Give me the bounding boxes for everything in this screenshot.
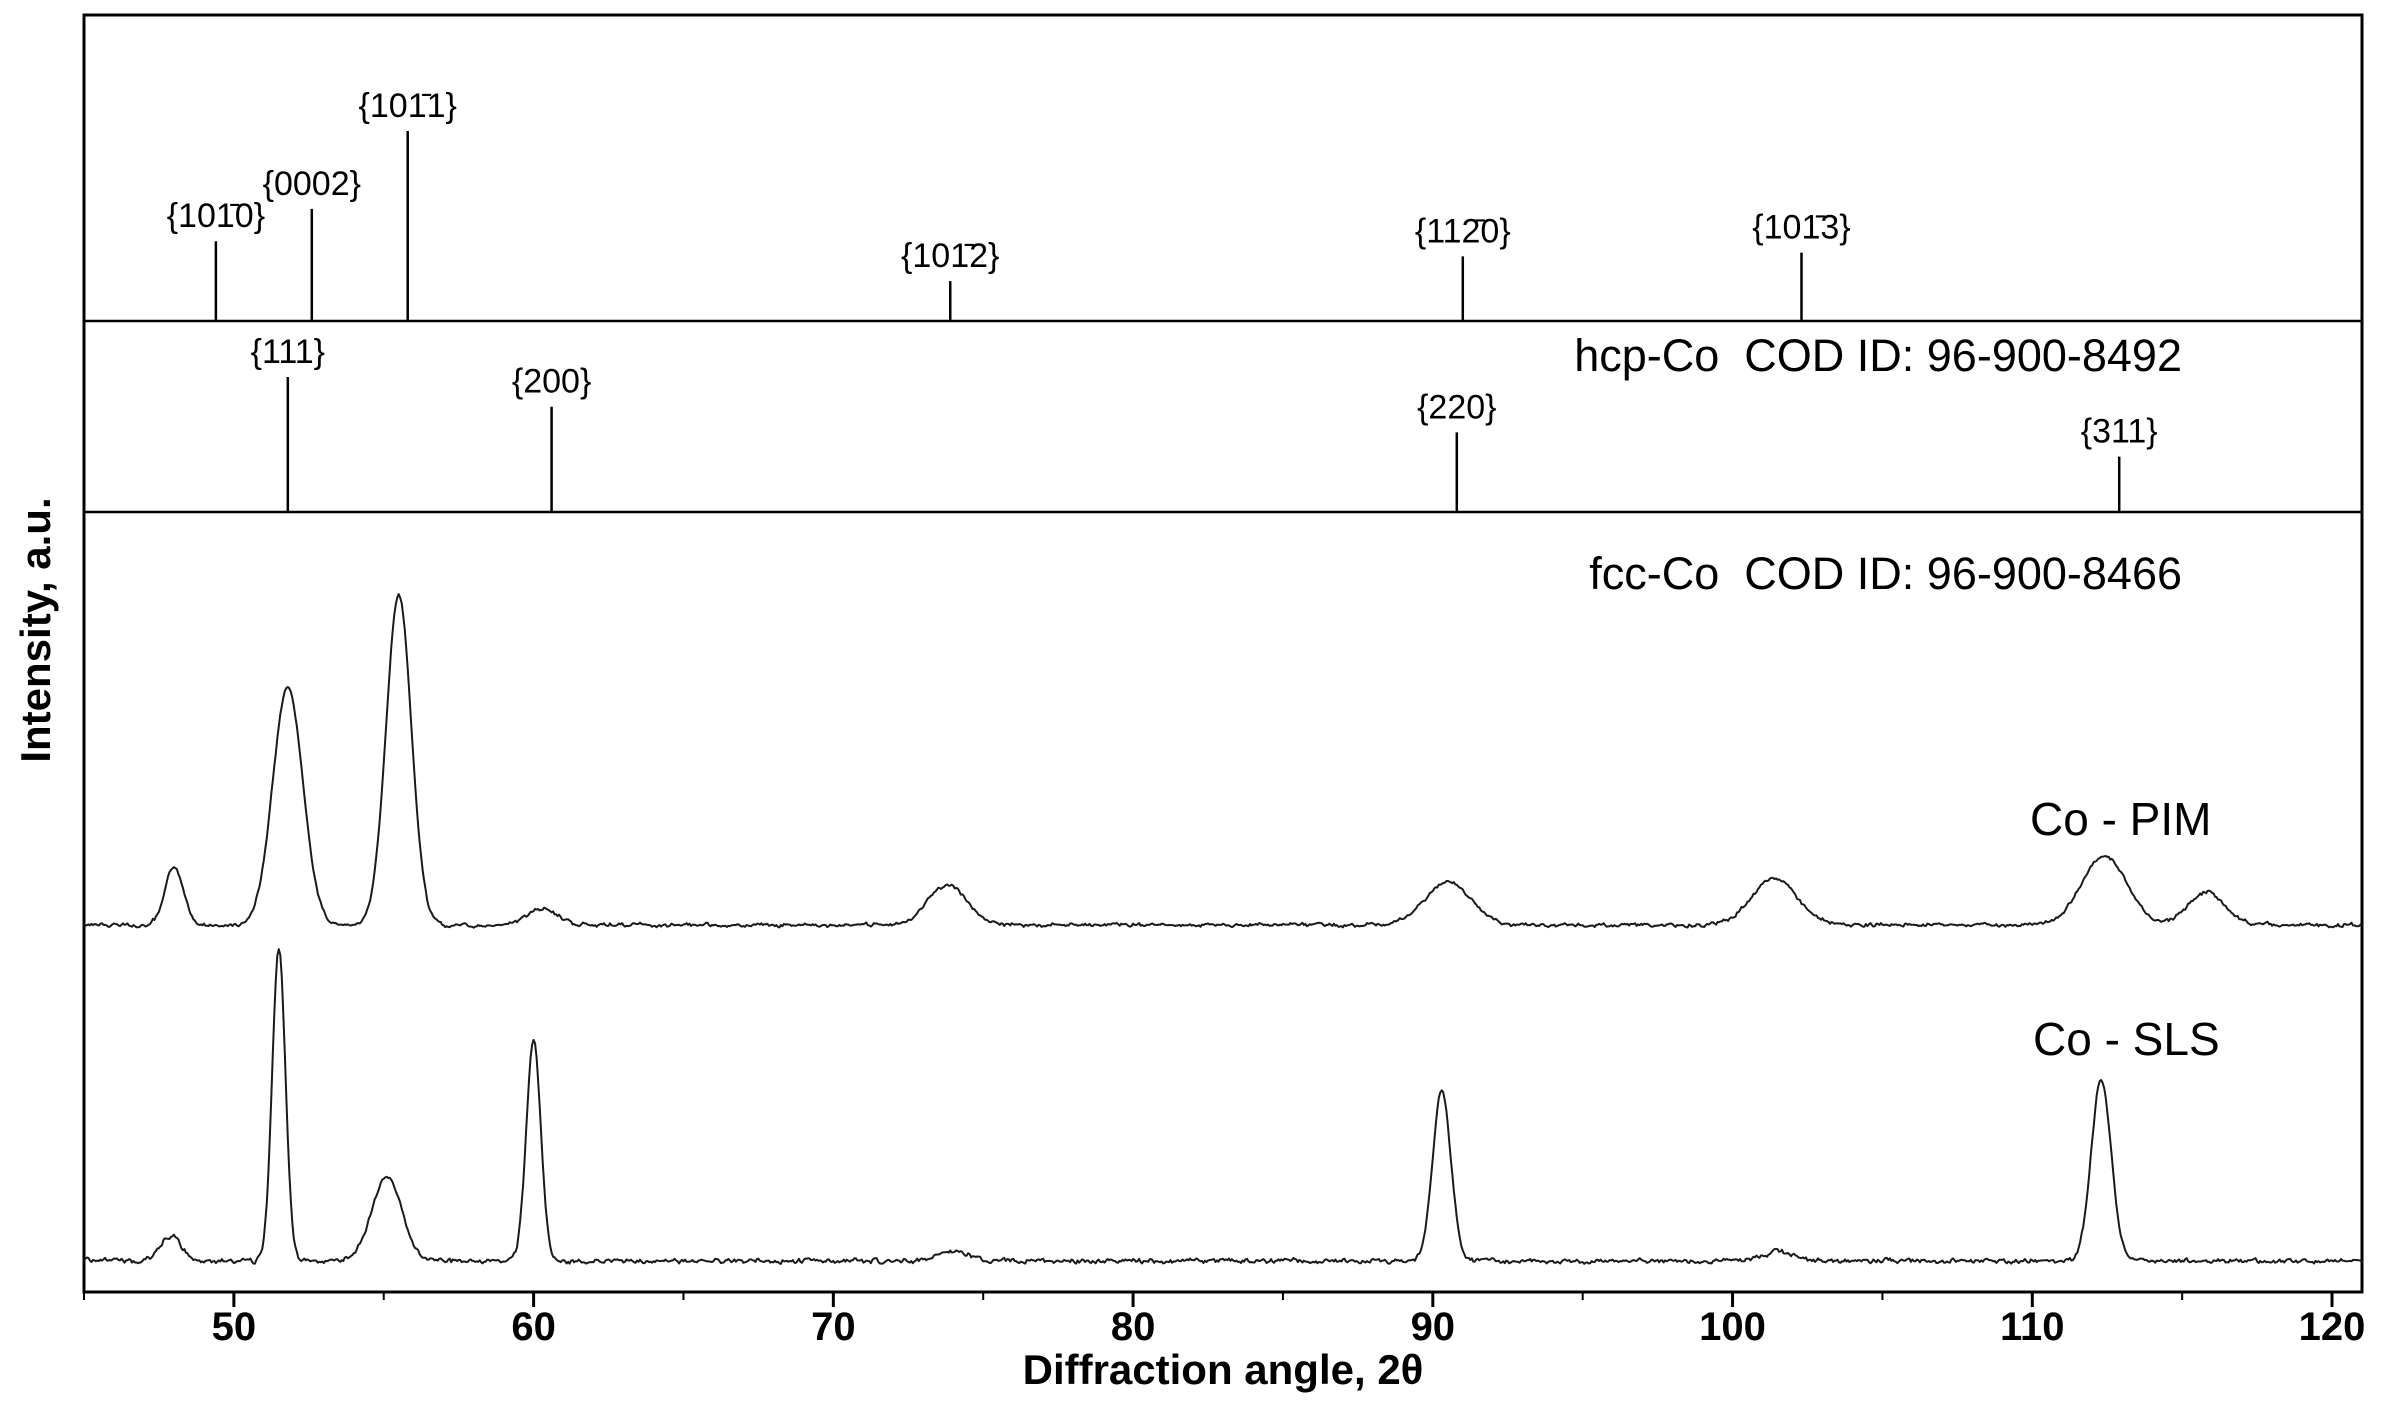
hcp-Co-peak-hkl-label: {0002} bbox=[263, 165, 361, 203]
hcp-Co-peak-hkl-label: {101̄3} bbox=[1752, 209, 1850, 247]
fcc-Co-peak-hkl-label: {311} bbox=[2081, 413, 2158, 451]
x-tick-label: 120 bbox=[2299, 1305, 2366, 1349]
x-axis-title: Diffraction angle, 2θ bbox=[1022, 1346, 1424, 1393]
hcp-reference-label: hcp-Co COD ID: 96-900-8492 bbox=[1574, 330, 2182, 381]
trace-co-sls bbox=[83, 948, 2363, 1265]
hcp-Co-peak-hkl-label: {101̄2} bbox=[901, 237, 999, 275]
x-tick-label: 110 bbox=[2000, 1305, 2065, 1349]
trace-co-pim bbox=[83, 593, 2363, 929]
x-tick-label: 80 bbox=[1111, 1305, 1156, 1349]
series-label-co-pim: Co - PIM bbox=[2030, 793, 2212, 845]
hcp-Co-peak-hkl-label: {101̄0} bbox=[167, 197, 265, 235]
fcc-Co-peak-hkl-label: {111} bbox=[251, 333, 325, 371]
y-axis-title: Intensity, a.u. bbox=[12, 497, 59, 763]
hcp-Co-peak-hkl-label: {112̄0} bbox=[1415, 212, 1511, 250]
x-tick-label: 70 bbox=[811, 1305, 856, 1349]
x-tick-label: 50 bbox=[212, 1305, 257, 1349]
fcc-Co-peak-hkl-label: {220} bbox=[1417, 388, 1496, 426]
series-label-co-sls: Co - SLS bbox=[2033, 1013, 2220, 1065]
x-tick-label: 100 bbox=[1699, 1305, 1766, 1349]
hcp-Co-peak-hkl-label: {101̄1} bbox=[359, 87, 457, 125]
plot-frame bbox=[82, 13, 2364, 1294]
fcc-reference-label: fcc-Co COD ID: 96-900-8466 bbox=[1589, 548, 2182, 599]
fcc-Co-peak-hkl-label: {200} bbox=[512, 363, 591, 401]
x-tick-label: 60 bbox=[511, 1305, 556, 1349]
x-tick-label: 90 bbox=[1411, 1305, 1456, 1349]
